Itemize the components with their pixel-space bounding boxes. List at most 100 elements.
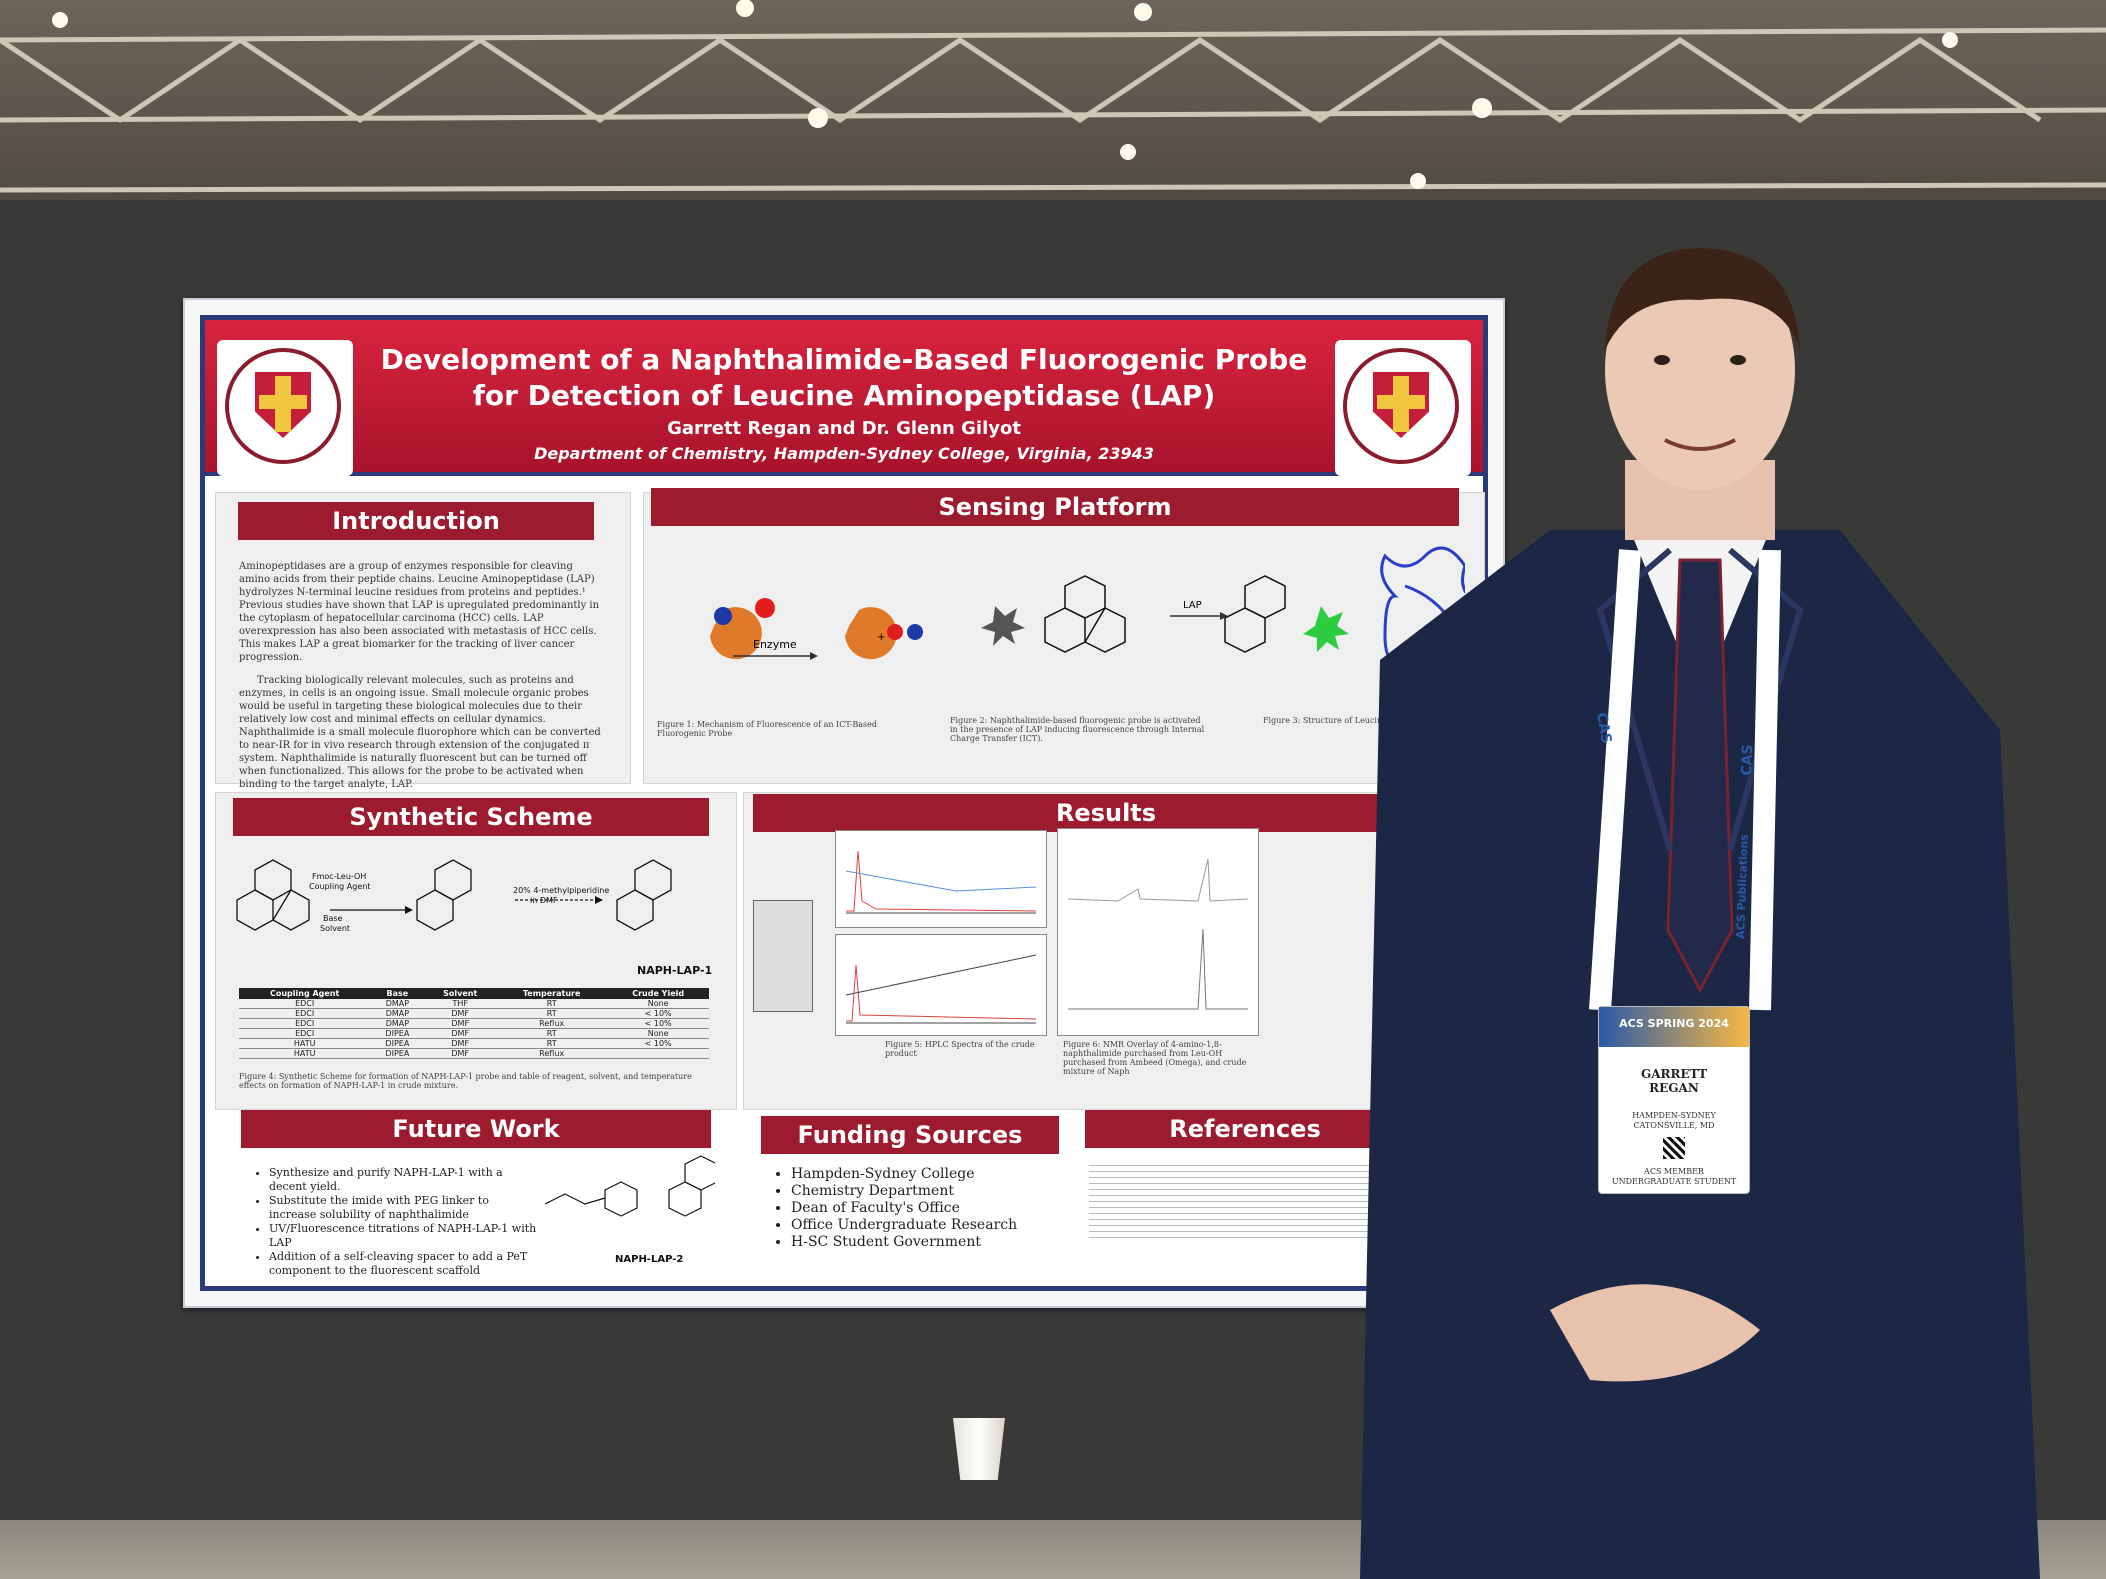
badge-name: GARRETT REGAN xyxy=(1599,1067,1749,1095)
poster-authors: Garrett Regan and Dr. Glenn Gilyot xyxy=(667,418,1021,439)
seal-ring xyxy=(225,348,341,464)
nmr-overlay-plot xyxy=(1057,828,1259,1036)
table-cell: DMAP xyxy=(370,999,425,1009)
sensing-heading: Sensing Platform xyxy=(651,488,1459,526)
badge-membership: ACS MEMBER UNDERGRADUATE STUDENT xyxy=(1599,1167,1749,1187)
hair xyxy=(1605,248,1800,350)
necktie xyxy=(1668,560,1732,990)
list-item: Dean of Faculty's Office xyxy=(791,1200,1071,1217)
product-naph-lap-1: NAPH-LAP-1 xyxy=(637,964,713,977)
name-badge: ACS SPRING 2024 GARRETT REGAN HAMPDEN-SY… xyxy=(1598,1006,1750,1194)
lanyard-left xyxy=(1589,549,1641,1011)
table-row: EDCI DMAP DMF Reflux < 10% xyxy=(239,1018,709,1029)
reagent-coupling-agent: Coupling Agent xyxy=(309,882,371,891)
table-cell: EDCI xyxy=(239,1008,371,1019)
col-base: Base xyxy=(370,988,425,999)
reaction-conditions-table: Coupling Agent Base Solvent Temperature … xyxy=(239,988,709,1059)
reagent-methylpiperidine: 20% 4-methylpiperidine xyxy=(513,886,610,895)
introduction-paragraph-1: Aminopeptidases are a group of enzymes r… xyxy=(239,561,600,663)
badge-banner xyxy=(1599,1007,1749,1047)
synthetic-scheme-diagram xyxy=(236,859,672,931)
funding-heading: Funding Sources xyxy=(761,1116,1059,1154)
future-work-heading: Future Work xyxy=(241,1110,711,1148)
hplc-instrument-drawing xyxy=(753,900,813,1012)
lapel-left xyxy=(1596,547,1673,851)
list-item: Addition of a self-cleaving spacer to ad… xyxy=(269,1250,539,1278)
seal-ring xyxy=(1343,348,1459,464)
table-cell: RT xyxy=(496,1038,608,1049)
table-cell: < 10% xyxy=(607,1018,709,1029)
badge-member-line-1: ACS MEMBER xyxy=(1644,1167,1704,1176)
figure-3-caption: Figure 3: Structure of Leucine xyxy=(1263,716,1387,725)
reagent-fmoc-leu: Fmoc-Leu-OH xyxy=(312,872,367,881)
reagent-solvent: Solvent xyxy=(320,924,351,933)
lap-label: LAP xyxy=(1183,600,1202,611)
table-cell: RT xyxy=(496,999,608,1009)
introduction-panel xyxy=(215,492,631,784)
naph-lap-2-structure xyxy=(544,1155,715,1217)
figure-1-caption: Figure 1: Mechanism of Fluorescence of a… xyxy=(657,720,877,738)
references-heading: References xyxy=(1085,1110,1405,1148)
lanyard-right xyxy=(1749,549,1781,1011)
hplc-plot-2 xyxy=(835,934,1047,1036)
table-row: HATU DIPEA DMF Reflux xyxy=(239,1048,709,1059)
table-cell: DMF xyxy=(424,1008,497,1019)
results-heading: Results xyxy=(753,794,1459,832)
paper-cup xyxy=(953,1418,1005,1480)
table-row: EDCI DMAP THF RT None xyxy=(239,999,709,1009)
table-row: EDCI DMAP DMF RT < 10% xyxy=(239,1008,709,1019)
table-cell: DMAP xyxy=(370,1008,425,1019)
table-cell: DMAP xyxy=(370,1018,425,1029)
synthetic-heading: Synthetic Scheme xyxy=(233,798,709,836)
poster-title: Development of a Naphthalimide-Based Flu… xyxy=(375,342,1313,414)
table-cell: DMF xyxy=(424,1038,497,1049)
table-row: HATU DIPEA DMF RT < 10% xyxy=(239,1038,709,1049)
table-cell: THF xyxy=(424,999,497,1009)
seal-cross-bar xyxy=(259,395,307,409)
table-cell: DIPEA xyxy=(370,1028,425,1039)
reagent-base: Base xyxy=(323,914,343,923)
poster-header: Development of a Naphthalimide-Based Flu… xyxy=(205,320,1483,476)
table-cell: HATU xyxy=(239,1038,371,1049)
list-item: Hampden-Sydney College xyxy=(791,1166,1071,1183)
quenched-star-icon xyxy=(981,606,1025,646)
table-cell xyxy=(607,1048,709,1059)
col-crude-yield: Crude Yield xyxy=(607,988,709,999)
research-poster: Development of a Naphthalimide-Based Flu… xyxy=(183,298,1505,1308)
table-cell: HATU xyxy=(239,1048,371,1059)
table-cell: DMF xyxy=(424,1048,497,1059)
title-line-2: for Detection of Leucine Aminopeptidase … xyxy=(472,379,1216,412)
seal-cross-bar xyxy=(1377,395,1425,409)
title-line-1: Development of a Naphthalimide-Based Flu… xyxy=(380,343,1308,376)
convention-ceiling xyxy=(0,0,2106,215)
introduction-paragraph-2: Tracking biologically relevant molecules… xyxy=(239,675,601,790)
poster-department: Department of Chemistry, Hampden-Sydney … xyxy=(534,444,1154,463)
table-cell: DMF xyxy=(424,1028,497,1039)
eye-left xyxy=(1654,355,1670,365)
list-item: Office Undergraduate Research xyxy=(791,1217,1071,1234)
list-item: Substitute the imide with PEG linker to … xyxy=(269,1194,539,1222)
college-seal-right xyxy=(1335,340,1471,476)
figure-5-caption: Figure 5: HPLC Spectra of the crude prod… xyxy=(885,1040,1035,1058)
enzyme-label: Enzyme xyxy=(753,638,797,651)
list-item: Synthesize and purify NAPH-LAP-1 with a … xyxy=(269,1166,539,1194)
col-solvent: Solvent xyxy=(424,988,497,999)
introduction-heading: Introduction xyxy=(238,502,594,540)
list-item: UV/Fluorescence titrations of NAPH-LAP-1… xyxy=(269,1222,539,1250)
badge-org-line-2: CATONSVILLE, MD xyxy=(1633,1121,1715,1130)
hplc-plot-1 xyxy=(835,830,1047,928)
table-cell: None xyxy=(607,1028,709,1039)
product-naph-lap-2: NAPH-LAP-2 xyxy=(615,1254,684,1265)
college-seal-left xyxy=(217,340,353,476)
reagent-dmf: in DMF xyxy=(530,896,558,905)
table-cell: Reflux xyxy=(496,1018,608,1029)
future-work-list: Synthesize and purify NAPH-LAP-1 with a … xyxy=(255,1166,539,1278)
lanyard-cas-right: CAS xyxy=(1739,744,1757,776)
list-item: Chemistry Department xyxy=(791,1183,1071,1200)
hands xyxy=(1550,1284,1760,1382)
poster-frame: Development of a Naphthalimide-Based Flu… xyxy=(200,315,1488,1291)
smile xyxy=(1664,438,1736,451)
table-cell: < 10% xyxy=(607,1038,709,1049)
table-cell: Reflux xyxy=(496,1048,608,1059)
fluorophore-dot xyxy=(755,598,775,618)
